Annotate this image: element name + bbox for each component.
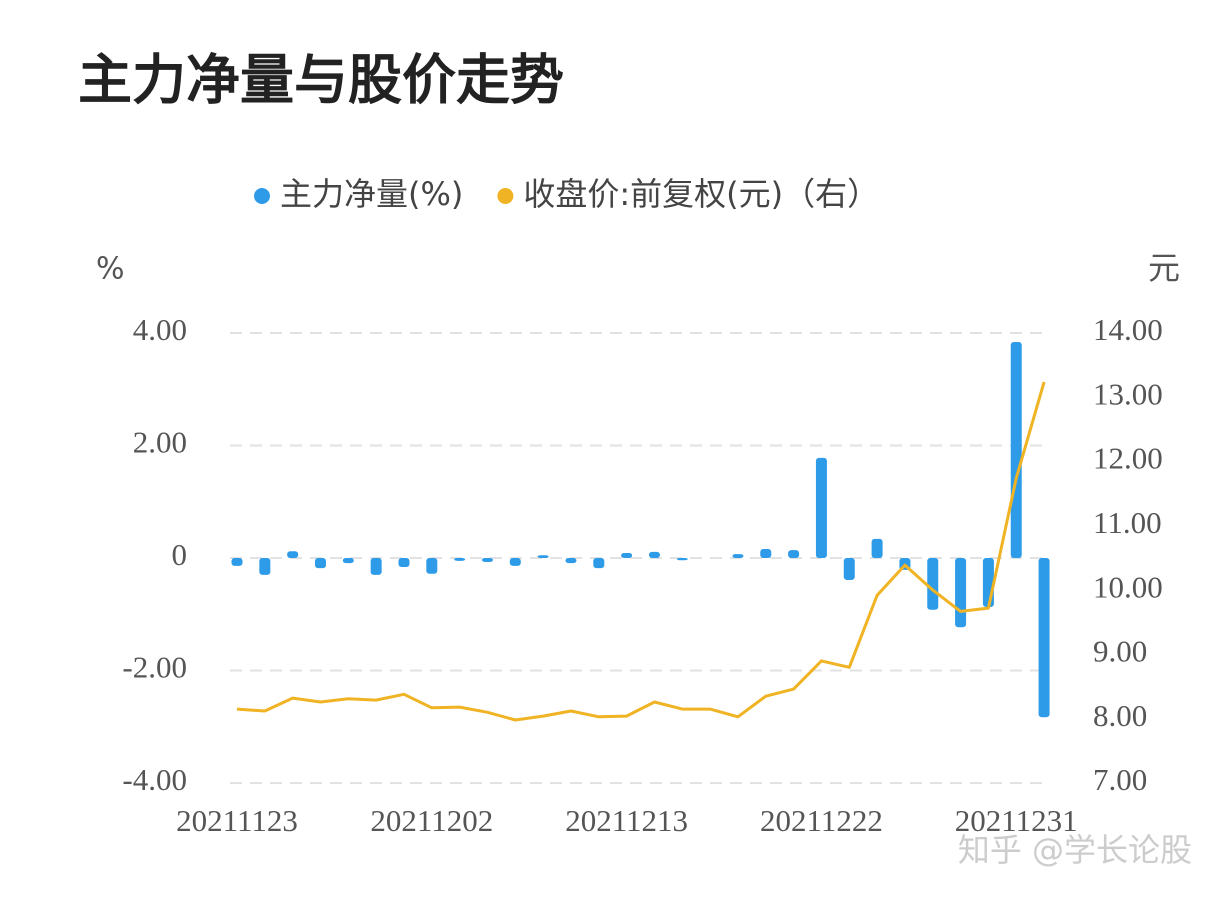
- bar: [537, 555, 549, 558]
- y-tick-label: -2.00: [122, 650, 187, 685]
- y2-tick-label: 10.00: [1093, 569, 1163, 604]
- y-tick-label: 2.00: [133, 425, 187, 460]
- bar: [370, 558, 382, 575]
- legend-marker: [254, 188, 270, 204]
- legend-marker: [497, 188, 514, 204]
- bar: [648, 551, 660, 558]
- bar: [593, 558, 605, 569]
- bar: [871, 538, 883, 558]
- bar: [843, 558, 855, 580]
- x-tick-label: 20211231: [955, 803, 1078, 838]
- y-tick-label: -4.00: [122, 762, 187, 797]
- x-tick-label: 20211222: [760, 803, 883, 838]
- bar: [732, 554, 744, 558]
- bar: [815, 457, 827, 558]
- y2-tick-label: 9.00: [1093, 634, 1147, 669]
- bar: [259, 558, 271, 575]
- bar: [231, 558, 243, 566]
- chart-title: 主力净量与股价走势: [78, 49, 564, 112]
- price-line: [236, 381, 1046, 722]
- watermark: 知乎 @学长论股: [958, 831, 1192, 869]
- legend-label: 主力净量(%): [280, 175, 463, 213]
- bar: [788, 550, 800, 558]
- bar: [314, 558, 326, 569]
- bar: [621, 552, 633, 558]
- bar: [1038, 558, 1050, 718]
- bar: [676, 558, 688, 561]
- x-tick-label: 20211213: [565, 803, 688, 838]
- bar: [509, 558, 521, 566]
- y2-tick-label: 11.00: [1093, 505, 1162, 540]
- bar: [565, 558, 577, 564]
- x-tick-label: 20211202: [370, 803, 493, 838]
- y2-tick-label: 12.00: [1093, 441, 1163, 476]
- x-tick-label: 20211123: [176, 803, 298, 838]
- bar: [1010, 342, 1022, 558]
- bar: [426, 558, 438, 574]
- y2-tick-label: 14.00: [1093, 312, 1163, 347]
- bar: [398, 558, 410, 567]
- bar: [955, 558, 967, 628]
- y2-tick-label: 7.00: [1093, 762, 1147, 797]
- y-tick-label: 4.00: [133, 312, 187, 347]
- legend-label: 收盘价:前复权(元)（右）: [523, 175, 879, 213]
- y2-tick-label: 8.00: [1093, 698, 1147, 733]
- bar: [481, 558, 493, 562]
- y2-tick-label: 13.00: [1093, 376, 1163, 411]
- bar: [927, 558, 939, 610]
- y-tick-label: 0: [172, 537, 188, 572]
- bar: [982, 558, 994, 607]
- bar: [342, 558, 354, 564]
- bar: [760, 549, 772, 558]
- bar: [287, 551, 299, 558]
- right-axis-label: 元: [1148, 249, 1180, 287]
- bar: [454, 558, 466, 561]
- left-axis-label: %: [96, 252, 125, 287]
